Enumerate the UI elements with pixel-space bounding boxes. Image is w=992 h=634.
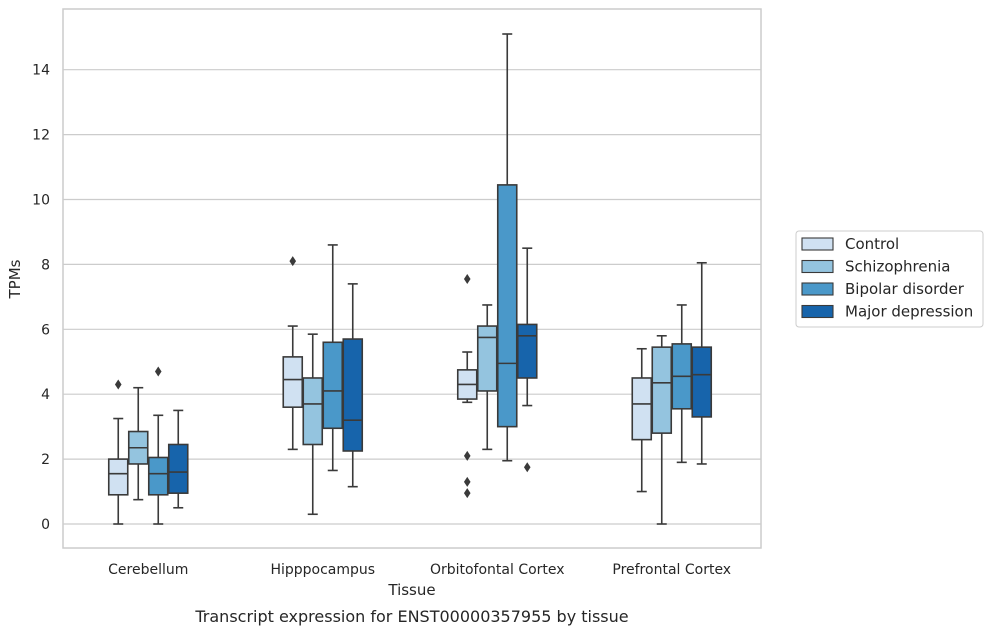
iqr-box bbox=[496, 184, 518, 428]
legend-label: Bipolar disorder bbox=[845, 280, 965, 298]
legend-label: Control bbox=[845, 235, 899, 253]
box-bipolar-disorder bbox=[147, 366, 169, 525]
box-control bbox=[631, 347, 653, 493]
legend-frame bbox=[795, 230, 984, 328]
box-schizophrenia bbox=[127, 386, 149, 501]
legend-label: Schizophrenia bbox=[845, 258, 950, 276]
y-axis-label: TPMs bbox=[6, 259, 24, 299]
box-bipolar-disorder bbox=[496, 33, 518, 462]
x-tick-label: Orbitofontal Cortex bbox=[430, 562, 565, 578]
outlier-point bbox=[463, 488, 471, 499]
iqr-box bbox=[147, 456, 169, 496]
outlier-point bbox=[289, 256, 297, 267]
chart-caption: Transcript expression for ENST0000035795… bbox=[194, 607, 628, 626]
y-tick-label: 0 bbox=[41, 517, 50, 533]
x-tick-label: Hipppocampus bbox=[270, 562, 375, 578]
y-tick-label: 12 bbox=[32, 128, 50, 144]
x-tick-label: Cerebellum bbox=[108, 562, 188, 578]
box-schizophrenia bbox=[651, 334, 673, 525]
box-bipolar-disorder bbox=[671, 304, 693, 464]
iqr-box bbox=[107, 458, 129, 496]
y-tick-label: 10 bbox=[32, 193, 50, 209]
box-major-depression bbox=[342, 283, 364, 488]
box-schizophrenia bbox=[302, 333, 324, 516]
iqr-box bbox=[691, 346, 713, 418]
legend-label: Major depression bbox=[845, 303, 973, 321]
y-tick-labels: 0 2 4 6 8 10 12 14 bbox=[32, 63, 50, 533]
box-major-depression bbox=[167, 409, 189, 509]
outlier-point bbox=[114, 379, 122, 390]
outlier-point bbox=[463, 450, 471, 461]
box-control bbox=[107, 379, 129, 525]
outlier-point bbox=[463, 274, 471, 285]
iqr-box bbox=[342, 338, 364, 452]
y-tick-label: 14 bbox=[32, 63, 50, 79]
box-major-depression bbox=[516, 247, 538, 473]
iqr-box bbox=[516, 323, 538, 379]
iqr-box bbox=[631, 377, 653, 441]
x-tick-label: Prefrontal Cortex bbox=[612, 562, 731, 578]
box-schizophrenia bbox=[476, 304, 498, 451]
box-groups bbox=[107, 33, 713, 525]
x-axis-label: Tissue bbox=[387, 581, 435, 599]
y-tick-label: 6 bbox=[41, 322, 50, 338]
gridlines bbox=[63, 69, 761, 525]
legend-swatch bbox=[801, 282, 834, 296]
legend: Control Schizophrenia Bipolar disorder Majo… bbox=[795, 230, 984, 328]
iqr-box bbox=[167, 443, 189, 494]
y-tick-label: 4 bbox=[41, 387, 50, 403]
plot-area-frame bbox=[62, 8, 762, 549]
iqr-box bbox=[282, 356, 304, 408]
x-tick-labels: Cerebellum Hipppocampus Orbitofontal Corte… bbox=[108, 562, 731, 578]
box-bipolar-disorder bbox=[322, 244, 344, 472]
legend-swatch bbox=[801, 237, 834, 251]
outlier-point bbox=[154, 366, 162, 377]
y-tick-label: 2 bbox=[41, 452, 50, 468]
iqr-box bbox=[302, 377, 324, 446]
legend-swatch bbox=[801, 259, 834, 274]
box-control bbox=[282, 256, 304, 451]
iqr-box bbox=[651, 346, 673, 434]
iqr-box bbox=[322, 341, 344, 430]
iqr-box bbox=[476, 325, 498, 392]
outlier-point bbox=[523, 462, 531, 473]
box-major-depression bbox=[691, 261, 713, 465]
box-control bbox=[456, 274, 478, 499]
outlier-point bbox=[463, 476, 471, 487]
y-tick-label: 8 bbox=[41, 257, 50, 273]
legend-swatch bbox=[801, 304, 834, 319]
